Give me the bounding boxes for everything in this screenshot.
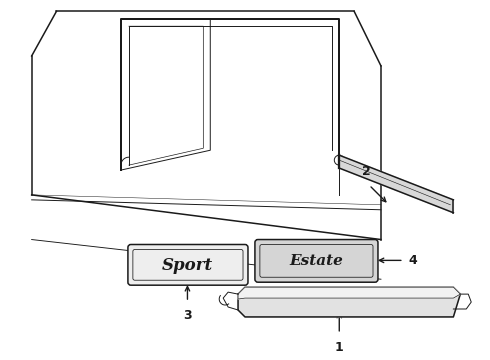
Polygon shape [238, 287, 460, 299]
Text: 4: 4 [409, 254, 417, 267]
Text: Estate: Estate [290, 255, 343, 268]
FancyBboxPatch shape [255, 239, 378, 282]
FancyBboxPatch shape [128, 244, 248, 285]
Text: 2: 2 [362, 165, 370, 178]
Polygon shape [339, 155, 453, 213]
Polygon shape [238, 287, 460, 317]
Text: Sport: Sport [162, 257, 213, 274]
Text: 3: 3 [183, 309, 192, 322]
Text: 1: 1 [335, 341, 343, 354]
